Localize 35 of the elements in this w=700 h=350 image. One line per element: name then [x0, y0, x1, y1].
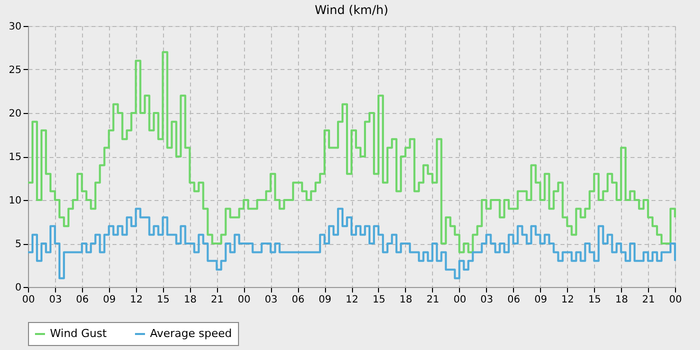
y-tick-label: 30: [8, 22, 22, 32]
x-tick-label: 00: [238, 294, 251, 306]
x-tick-label: 03: [264, 294, 278, 306]
x-tick-label: 18: [400, 294, 412, 306]
x-tick-label: 12: [561, 294, 574, 306]
x-tick-label: 21: [426, 294, 440, 306]
x-tick-label: 15: [156, 294, 170, 306]
y-tick-label: 10: [8, 196, 22, 206]
x-tick-label: 06: [76, 294, 89, 306]
y-tick-label: 15: [8, 152, 22, 163]
x-tick-label: 00: [669, 294, 682, 306]
x-tick-label: 00: [453, 294, 466, 306]
x-tick-label: 21: [642, 294, 655, 306]
x-tick-label: 09: [103, 294, 116, 306]
x-tick-label: 12: [346, 294, 358, 306]
x-tick-label: 09: [318, 294, 332, 306]
x-tick-label: 03: [480, 294, 494, 306]
y-tick-label: 5: [15, 239, 22, 250]
y-tick-label: 20: [8, 108, 22, 120]
x-tick-label: 15: [372, 294, 386, 306]
x-tick-label: 09: [534, 294, 548, 306]
x-tick-label: 06: [507, 294, 520, 306]
x-tick-label: 15: [588, 294, 601, 306]
x-tick-label: 21: [210, 294, 224, 306]
x-tick-label: 06: [292, 294, 304, 306]
x-tick-label: 03: [49, 294, 62, 306]
y-tick-label: 0: [15, 282, 22, 294]
y-tick-label: 25: [8, 65, 22, 76]
x-tick-label: 18: [615, 294, 628, 306]
chart-title: Wind (km/h): [314, 3, 388, 17]
legend-label: Average speed: [150, 327, 232, 340]
x-tick-label: 00: [22, 294, 35, 306]
legend-label: Wind Gust: [50, 327, 108, 340]
x-tick-label: 12: [130, 294, 143, 306]
x-tick-label: 18: [184, 294, 197, 306]
